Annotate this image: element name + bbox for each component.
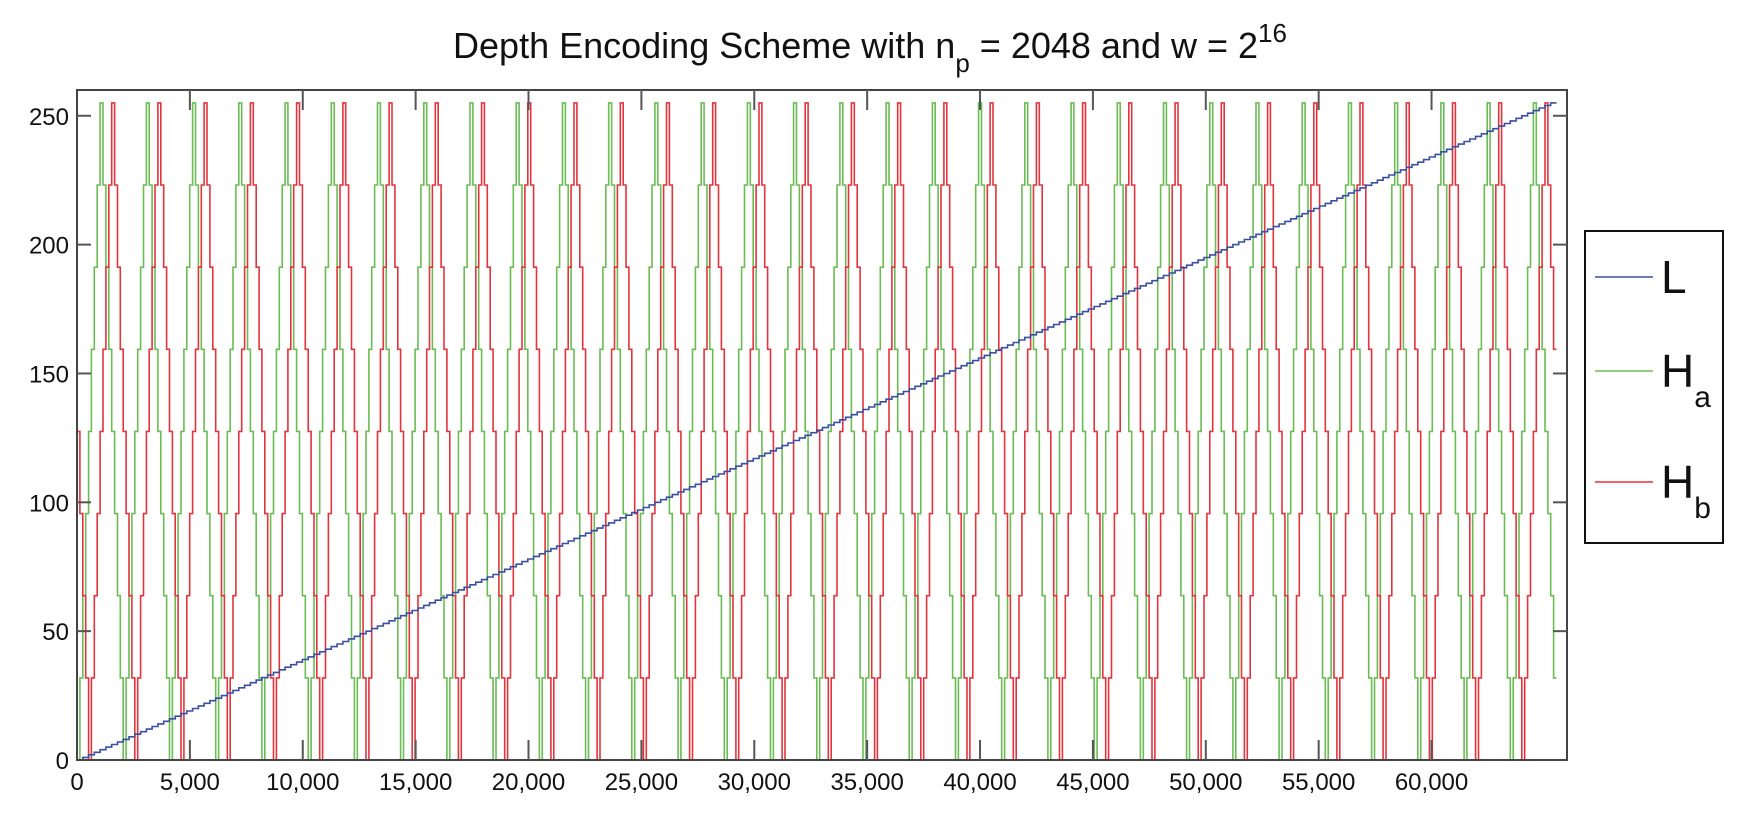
x-tick-label: 0 xyxy=(70,769,83,796)
y-tick-label: 0 xyxy=(56,748,69,775)
x-tick-label: 35,000 xyxy=(830,769,903,796)
x-tick-label: 10,000 xyxy=(266,769,339,796)
y-tick-label: 50 xyxy=(42,619,69,646)
y-tick-label: 100 xyxy=(29,490,69,517)
legend-box xyxy=(1584,230,1724,544)
legend-item-l: L xyxy=(1595,251,1687,303)
legend-label: L xyxy=(1661,251,1687,303)
x-tick-label: 20,000 xyxy=(492,769,565,796)
title-superscript: 16 xyxy=(1258,18,1287,48)
chart-title: Depth Encoding Scheme with np = 2048 and… xyxy=(453,18,1287,78)
x-tick-label: 50,000 xyxy=(1169,769,1242,796)
series-layer xyxy=(77,102,1557,761)
y-tick-label: 250 xyxy=(29,104,69,131)
series-line-l xyxy=(77,102,1557,761)
y-tick-label: 200 xyxy=(29,233,69,260)
series-line-hb xyxy=(77,102,1557,761)
x-tick-label: 30,000 xyxy=(718,769,791,796)
legend-label-subscript: a xyxy=(1694,381,1711,414)
x-tick-label: 5,000 xyxy=(160,769,220,796)
x-tick-label: 55,000 xyxy=(1282,769,1355,796)
x-tick-label: 15,000 xyxy=(379,769,452,796)
axis-ticks: 0 5,000 10,000 15,000 20,000 25,000 30,000 35,0… xyxy=(29,90,1567,796)
legend-label-subscript: b xyxy=(1694,492,1711,525)
title-subscript: p xyxy=(955,48,969,78)
x-tick-label: 25,000 xyxy=(605,769,678,796)
x-tick-label: 45,000 xyxy=(1056,769,1129,796)
plot-frame xyxy=(76,89,1568,761)
x-tick-label: 60,000 xyxy=(1395,769,1468,796)
x-tick-label: 40,000 xyxy=(943,769,1016,796)
y-tick-label: 150 xyxy=(29,361,69,388)
